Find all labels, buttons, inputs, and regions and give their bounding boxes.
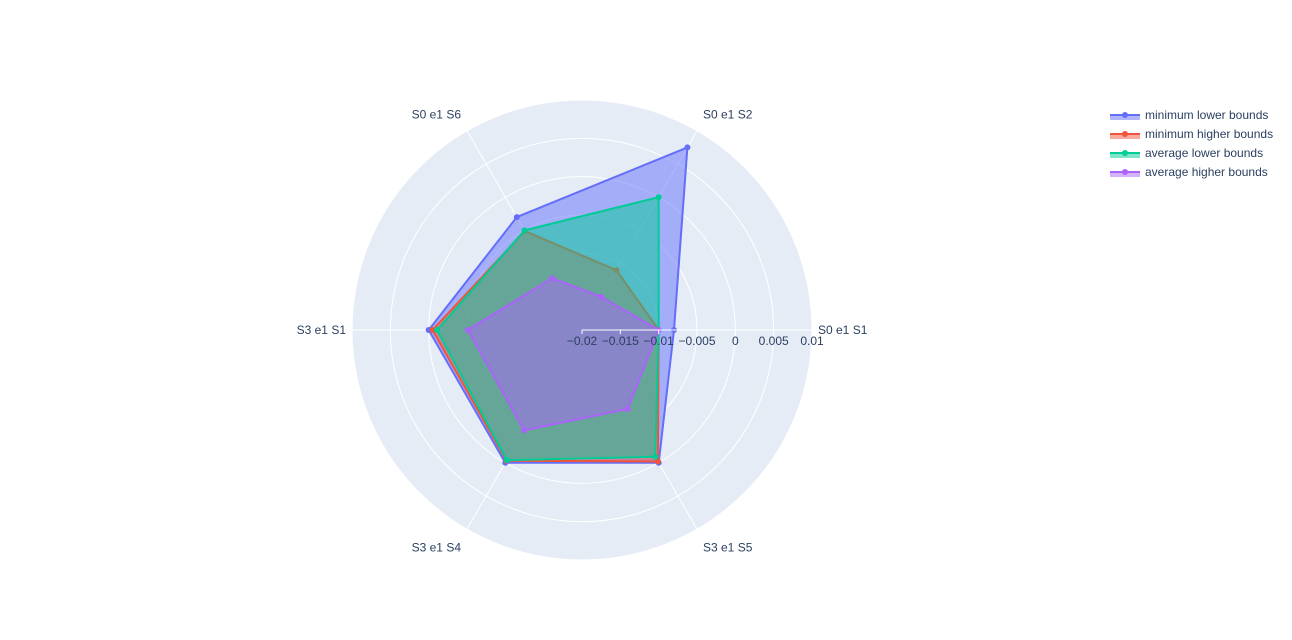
radial-tick-label: 0 [732,334,739,348]
data-point [549,275,556,282]
radial-tick-label: 0.005 [759,334,789,348]
angular-axis-label: S3 e1 S1 [297,323,347,337]
legend-item[interactable]: average higher bounds [1110,165,1268,179]
radial-tick-label: −0.015 [602,334,639,348]
legend-marker [1122,112,1128,118]
legend-label: average higher bounds [1145,165,1268,179]
radial-axis: −0.02 −0.015 −0.01 −0.005 0 0.005 0.01 [567,329,824,348]
data-point [598,293,605,300]
angular-axis-label: S3 e1 S4 [412,541,462,555]
data-point [429,327,436,333]
data-point [513,214,520,221]
legend-label: minimum higher bounds [1145,127,1273,141]
angular-axis-label: S3 e1 S5 [703,541,753,555]
legend-label: average lower bounds [1145,146,1263,160]
data-point [624,406,631,413]
legend-marker [1122,169,1128,175]
angular-axis-label: S0 e1 S2 [703,107,753,121]
radial-tick-label: −0.005 [678,334,715,348]
data-point [521,227,528,234]
data-point [503,457,510,464]
legend-marker [1122,131,1128,137]
series-4 [464,275,662,434]
radial-tick-label: −0.01 [643,334,674,348]
legend-item[interactable]: minimum lower bounds [1110,108,1268,122]
legend[interactable]: minimum lower bounds minimum higher bound… [1110,108,1273,179]
data-point [654,458,661,465]
radial-tick-label: 0.01 [800,334,824,348]
angular-axis-labels: S0 e1 S1 S0 e1 S2 S0 e1 S6 S3 e1 S1 S3 e1 S4… [297,107,868,554]
data-point [655,194,662,201]
data-point [521,427,528,434]
legend-item[interactable]: average lower bounds [1110,146,1263,160]
series-layer [425,144,691,466]
legend-label: minimum lower bounds [1145,108,1268,122]
data-point [434,327,441,333]
legend-item[interactable]: minimum higher bounds [1110,127,1273,141]
data-point [652,453,659,460]
angular-axis-label: S0 e1 S1 [818,323,868,337]
angular-axis-label: S0 e1 S6 [412,107,462,121]
data-point [464,327,471,333]
data-point [684,144,691,151]
legend-marker [1122,150,1128,156]
radial-tick-label: −0.02 [567,334,598,348]
